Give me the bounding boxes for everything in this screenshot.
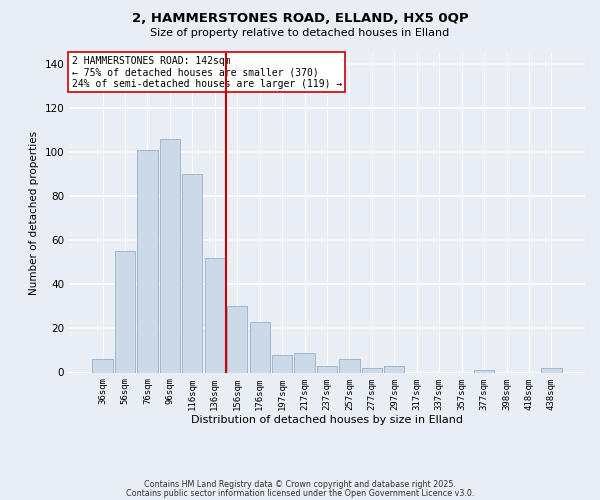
Bar	[227, 306, 247, 372]
Bar	[474, 370, 494, 372]
Bar	[317, 366, 337, 372]
Bar	[340, 360, 359, 372]
Y-axis label: Number of detached properties: Number of detached properties	[29, 130, 39, 294]
Bar	[384, 366, 404, 372]
Bar	[115, 251, 135, 372]
X-axis label: Distribution of detached houses by size in Elland: Distribution of detached houses by size …	[191, 415, 463, 425]
Text: Contains public sector information licensed under the Open Government Licence v3: Contains public sector information licen…	[126, 488, 474, 498]
Text: Size of property relative to detached houses in Elland: Size of property relative to detached ho…	[151, 28, 449, 38]
Bar	[160, 138, 180, 372]
Text: Contains HM Land Registry data © Crown copyright and database right 2025.: Contains HM Land Registry data © Crown c…	[144, 480, 456, 489]
Bar	[295, 352, 314, 372]
Bar	[92, 360, 113, 372]
Text: 2 HAMMERSTONES ROAD: 142sqm
← 75% of detached houses are smaller (370)
24% of se: 2 HAMMERSTONES ROAD: 142sqm ← 75% of det…	[71, 56, 342, 89]
Bar	[541, 368, 562, 372]
Bar	[137, 150, 158, 372]
Bar	[272, 355, 292, 372]
Bar	[250, 322, 270, 372]
Bar	[205, 258, 225, 372]
Bar	[182, 174, 202, 372]
Text: 2, HAMMERSTONES ROAD, ELLAND, HX5 0QP: 2, HAMMERSTONES ROAD, ELLAND, HX5 0QP	[131, 12, 469, 26]
Bar	[362, 368, 382, 372]
